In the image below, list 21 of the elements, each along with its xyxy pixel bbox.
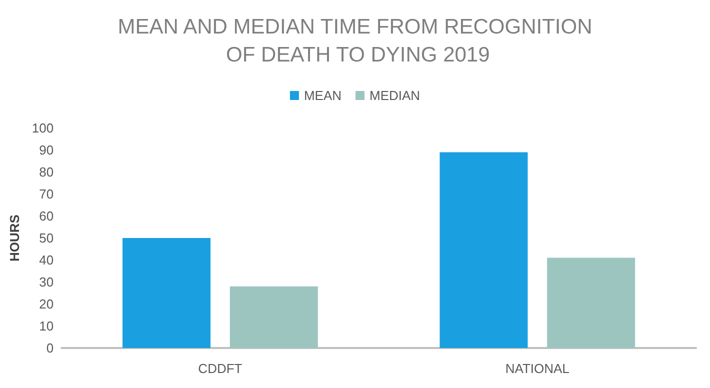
y-tick-label: 90	[39, 142, 54, 158]
bar	[122, 238, 211, 348]
y-tick-label: 20	[39, 296, 54, 312]
chart-title: MEAN AND MEDIAN TIME FROM RECOGNITION OF DEATH TO DYING 2019	[118, 16, 592, 66]
y-tick-label: 80	[39, 164, 54, 180]
legend-label: MEDIAN	[370, 88, 420, 103]
x-tick-label: NATIONAL	[505, 361, 570, 376]
legend-label: MEAN	[304, 88, 342, 103]
x-tick-label: CDDFT	[198, 361, 242, 376]
y-tick-label: 100	[32, 120, 54, 136]
y-tick-label: 40	[39, 252, 54, 268]
y-tick-label: 60	[39, 208, 54, 224]
bar	[230, 286, 318, 348]
bar	[440, 152, 528, 348]
bar	[547, 258, 636, 348]
y-tick-label: 10	[39, 318, 54, 334]
y-axis-title: HOURS	[7, 214, 22, 262]
y-tick-label: 0	[46, 340, 54, 356]
y-tick-label: 70	[39, 186, 54, 202]
y-tick-label: 30	[39, 274, 54, 290]
y-tick-label: 50	[39, 230, 54, 246]
